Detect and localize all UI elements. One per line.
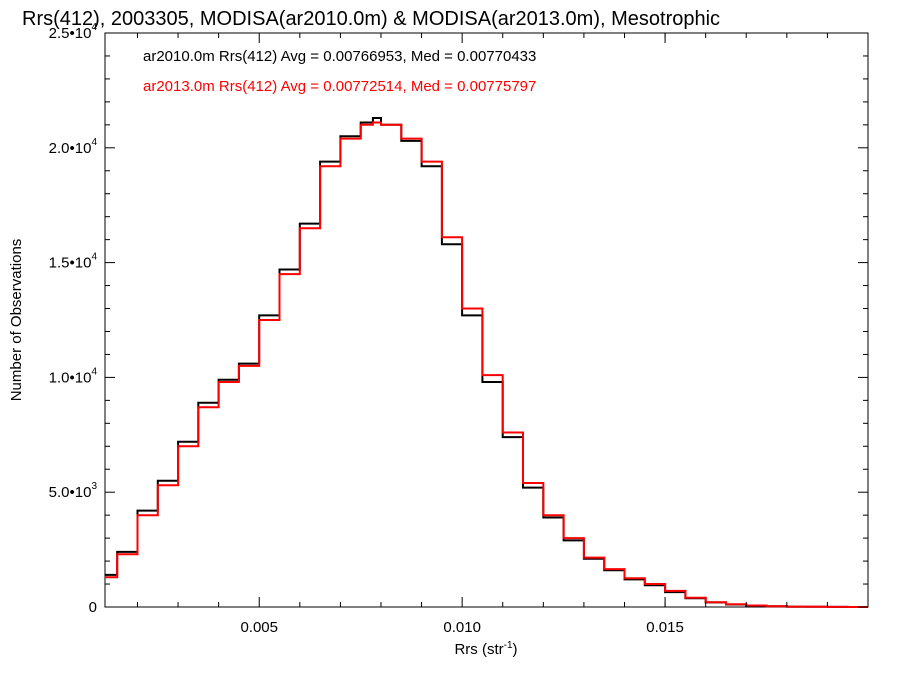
y-tick-label: 5.0•103 xyxy=(49,481,98,501)
y-tick-label: 1.0•104 xyxy=(49,366,98,386)
tick-layer: 0 5.0•103 1.0•104 1.5•104 2.0•104 2.5•104 0.00… xyxy=(49,22,868,636)
x-axis-label: Rrs (str-1) xyxy=(454,640,517,658)
y-axis-label: Number of Observations xyxy=(8,239,25,402)
y-tick-label: 2.0•104 xyxy=(49,137,98,157)
x-axis-label-exponent: -1 xyxy=(504,640,513,651)
x-tick-label: 0.010 xyxy=(443,619,481,636)
y-tick-label: 0 xyxy=(89,599,97,616)
series-layer xyxy=(105,117,868,608)
x-axis-label-base: Rrs (str xyxy=(454,641,503,658)
x-tick-label: 0.005 xyxy=(240,619,278,636)
stats-line-ar2013: ar2013.0m Rrs(412) Avg = 0.00772514, Med… xyxy=(143,78,536,95)
y-tick-label: 1.5•104 xyxy=(49,252,98,272)
x-tick-label: 0.015 xyxy=(646,619,684,636)
series-ar2010-line xyxy=(105,117,868,608)
x-axis-label-close: ) xyxy=(513,641,518,658)
series-ar2013-line xyxy=(105,121,868,608)
plot-frame xyxy=(104,32,869,608)
chart-title: Rrs(412), 2003305, MODISA(ar2010.0m) & M… xyxy=(22,8,720,30)
y-tick-label: 2.5•104 xyxy=(49,22,98,42)
stats-line-ar2010: ar2010.0m Rrs(412) Avg = 0.00766953, Med… xyxy=(143,48,536,65)
